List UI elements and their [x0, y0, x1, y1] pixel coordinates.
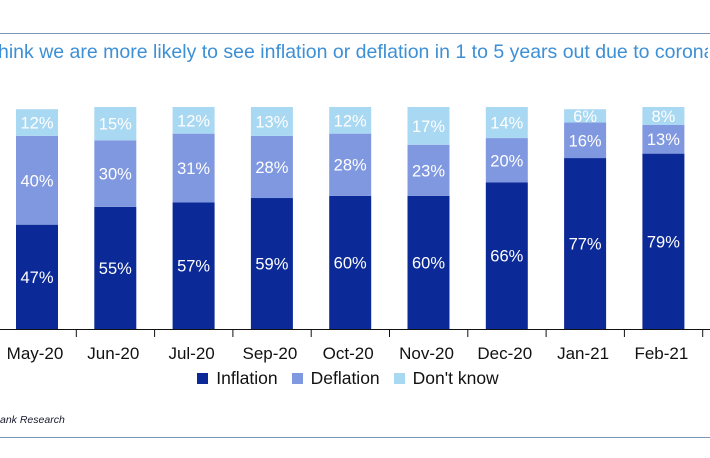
- data-label-inflation-jan-21: 77%: [569, 236, 602, 254]
- data-label-deflation-sep-20: 28%: [255, 159, 288, 177]
- data-label-don-t-know-may-20: 12%: [20, 115, 53, 133]
- data-label-deflation-feb-21: 13%: [647, 131, 680, 149]
- data-label-inflation-jul-20: 57%: [177, 258, 210, 276]
- data-label-don-t-know-jun-20: 15%: [99, 116, 132, 134]
- data-label-inflation-may-20: 47%: [20, 269, 53, 287]
- bar-deflation-dec-20: [485, 138, 528, 183]
- legend-item-deflation: Deflation: [291, 367, 380, 389]
- data-label-deflation-jun-20: 30%: [99, 166, 132, 184]
- bar-deflation-jun-20: [94, 140, 137, 207]
- x-tick-label-feb-21: Feb-21: [634, 344, 688, 363]
- bar-deflation-jul-20: [172, 133, 215, 203]
- bar-deflation-sep-20: [250, 135, 293, 199]
- bar-deflation-jan-21: [564, 122, 607, 159]
- bar-don-t-know-jan-21: [564, 109, 607, 123]
- top-rule: [0, 33, 710, 34]
- x-tick-label-sep-20: Sep-20: [242, 344, 297, 363]
- data-label-don-t-know-sep-20: 13%: [255, 113, 288, 131]
- bar-deflation-oct-20: [329, 133, 372, 196]
- data-label-don-t-know-jul-20: 12%: [177, 112, 210, 130]
- legend-label-dont-know: Don't know: [412, 367, 499, 388]
- x-tick-label-jan-21: Jan-21: [557, 344, 609, 363]
- x-tick-label-dec-20: Dec-20: [477, 344, 532, 363]
- x-tick-label-jun-20: Jun-20: [87, 344, 139, 363]
- data-label-inflation-dec-20: 66%: [490, 248, 523, 266]
- bar-inflation-jul-20: [172, 202, 215, 329]
- data-label-inflation-jun-20: 55%: [99, 260, 132, 278]
- bar-don-t-know-jul-20: [172, 107, 215, 134]
- bar-inflation-sep-20: [250, 198, 293, 329]
- bar-don-t-know-may-20: [16, 109, 58, 136]
- bar-inflation-nov-20: [407, 195, 450, 329]
- data-label-inflation-feb-21: 79%: [647, 233, 680, 251]
- bar-inflation-dec-20: [485, 182, 528, 329]
- chart-title: hink we are more likely to see inflation…: [0, 41, 708, 63]
- legend-item-inflation: Inflation: [197, 367, 278, 389]
- data-label-deflation-jul-20: 31%: [177, 160, 210, 178]
- bar-inflation-may-20: [16, 224, 58, 329]
- bar-don-t-know-feb-21: [642, 107, 685, 125]
- data-label-inflation-nov-20: 60%: [412, 254, 445, 272]
- bar-inflation-oct-20: [329, 195, 372, 329]
- x-tick-label-jul-20: Jul-20: [168, 344, 214, 363]
- legend-label-inflation: Inflation: [216, 367, 278, 388]
- legend-swatch-dont-know: [393, 372, 405, 384]
- bar-don-t-know-sep-20: [250, 107, 293, 136]
- bar-don-t-know-dec-20: [485, 107, 528, 139]
- bar-deflation-nov-20: [407, 144, 450, 196]
- data-label-don-t-know-oct-20: 12%: [334, 112, 367, 130]
- bar-inflation-jan-21: [564, 158, 607, 329]
- bar-deflation-feb-21: [642, 124, 685, 154]
- bar-inflation-jun-20: [94, 206, 137, 329]
- x-tick-label-may-20: May-20: [7, 344, 64, 363]
- data-label-don-t-know-nov-20: 17%: [412, 118, 445, 136]
- data-label-deflation-oct-20: 28%: [334, 157, 367, 175]
- source-note: ank Research: [0, 414, 65, 426]
- bar-don-t-know-nov-20: [407, 107, 450, 145]
- x-tick-label-oct-20: Oct-20: [323, 344, 374, 363]
- bar-don-t-know-jun-20: [94, 107, 137, 141]
- bar-deflation-may-20: [16, 135, 58, 225]
- legend-swatch-inflation: [197, 372, 209, 384]
- legend: Inflation Deflation Don't know: [0, 366, 710, 390]
- legend-label-deflation: Deflation: [310, 367, 380, 388]
- data-label-deflation-jan-21: 16%: [569, 132, 602, 150]
- legend-swatch-deflation: [291, 372, 303, 384]
- data-label-don-t-know-dec-20: 14%: [490, 115, 523, 133]
- legend-item-dont-know: Don't know: [393, 367, 499, 389]
- bar-inflation-feb-21: [642, 153, 685, 329]
- data-label-deflation-dec-20: 20%: [490, 152, 523, 170]
- x-tick-label-nov-20: Nov-20: [399, 344, 454, 363]
- data-label-don-t-know-jan-21: 6%: [573, 108, 597, 126]
- bar-don-t-know-oct-20: [329, 107, 372, 134]
- data-label-don-t-know-feb-21: 8%: [651, 108, 675, 126]
- data-label-deflation-may-20: 40%: [20, 172, 53, 190]
- data-label-inflation-sep-20: 59%: [255, 256, 288, 274]
- data-label-deflation-nov-20: 23%: [412, 162, 445, 180]
- bottom-rule: [0, 437, 710, 438]
- data-label-inflation-oct-20: 60%: [334, 254, 367, 272]
